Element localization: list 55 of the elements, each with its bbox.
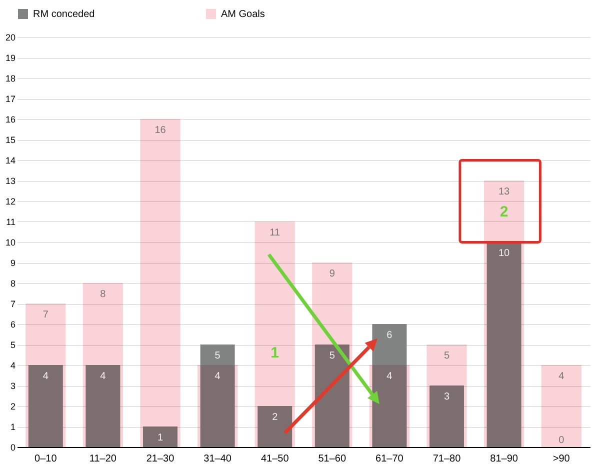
data-label: 13 <box>498 186 510 198</box>
x-tick-label: 41–50 <box>260 454 290 464</box>
y-tick-label: 15 <box>5 135 16 145</box>
data-label: 1 <box>157 432 164 444</box>
data-label: 6 <box>386 330 393 341</box>
x-tick-label: 0–10 <box>34 454 58 464</box>
data-label: 16 <box>154 125 166 136</box>
x-tick-label: 31–40 <box>204 454 232 464</box>
y-tick-label: 5 <box>10 340 16 350</box>
annotation: 1 <box>270 344 280 362</box>
data-label: 4 <box>100 371 106 382</box>
y-tick-label: 6 <box>10 320 16 330</box>
y-tick-label: 2 <box>10 402 16 412</box>
x-tick-label: >90 <box>552 454 570 464</box>
y-tick-label: 16 <box>5 114 16 124</box>
data-label: 0 <box>558 435 565 446</box>
y-tick-label: 9 <box>10 258 16 268</box>
y-tick-label: 20 <box>5 32 16 42</box>
x-tick-label: 51–60 <box>318 454 346 464</box>
y-tick-label: 1 <box>10 422 16 432</box>
data-label: 5 <box>214 350 221 362</box>
data-label: 4 <box>558 371 565 382</box>
y-tick-label: 0 <box>10 442 16 452</box>
annotation: 2 <box>500 203 508 220</box>
data-label: 5 <box>329 350 336 362</box>
x-tick-label: 21–30 <box>146 454 175 464</box>
y-tick-label: 18 <box>5 74 16 84</box>
y-tick-label: 11 <box>6 217 16 227</box>
y-tick-label: 17 <box>5 94 16 104</box>
data-label: 4 <box>386 371 393 382</box>
data-label: 4 <box>214 371 221 382</box>
y-tick-label: 4 <box>10 360 16 370</box>
data-label: 2 <box>272 412 278 423</box>
data-label: 4 <box>42 371 49 382</box>
x-tick-label: 11–20 <box>89 454 117 464</box>
y-tick-label: 19 <box>5 53 16 63</box>
x-tick-label: 61–70 <box>376 454 404 464</box>
data-label: 5 <box>444 350 450 362</box>
x-tick-label: 81–90 <box>490 454 518 464</box>
data-label: 7 <box>42 310 49 320</box>
y-tick-label: 10 <box>5 238 16 248</box>
data-label: 3 <box>444 392 450 402</box>
data-label: 11 <box>270 228 280 238</box>
y-tick-label: 8 <box>10 278 16 288</box>
legend-label: AM Goals <box>221 9 265 20</box>
y-tick-label: 14 <box>5 156 16 166</box>
data-label: 8 <box>100 289 106 300</box>
data-label: 9 <box>329 268 336 280</box>
y-tick-label: 3 <box>10 381 16 391</box>
y-tick-label: 13 <box>5 176 16 186</box>
y-tick-label: 7 <box>10 299 16 309</box>
data-label: 10 <box>498 248 510 259</box>
y-tick-label: 12 <box>5 196 16 206</box>
x-tick-label: 71–80 <box>432 454 462 464</box>
legend-label: RM conceded <box>33 9 95 20</box>
